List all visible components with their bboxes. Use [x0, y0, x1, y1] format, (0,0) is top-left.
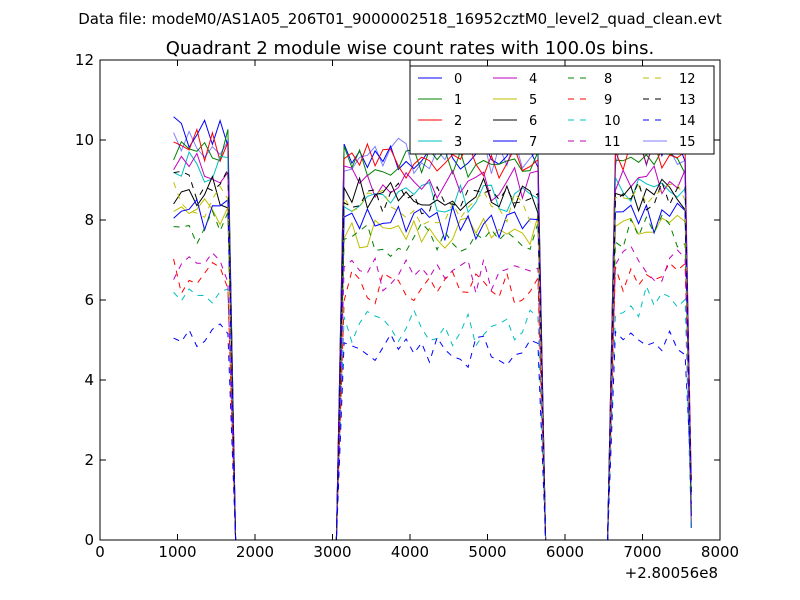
legend-label-6: 6	[529, 114, 537, 129]
series-line-4	[173, 152, 692, 541]
legend-label-0: 0	[454, 72, 462, 87]
plot-lines	[173, 116, 692, 541]
x-tick-label: 5000	[468, 543, 506, 561]
x-tick-label: 7000	[623, 543, 661, 561]
legend-label-2: 2	[454, 114, 462, 129]
x-tick-label: 2000	[236, 543, 274, 561]
legend-label-15: 15	[679, 135, 696, 150]
legend-label-8: 8	[604, 72, 612, 87]
legend-label-4: 4	[529, 72, 537, 87]
legend-label-14: 14	[679, 114, 696, 129]
series-line-9	[173, 258, 692, 541]
legend-frame	[409, 65, 715, 155]
x-tick-label: 0	[95, 543, 105, 561]
x-tick-label: 1000	[158, 543, 196, 561]
x-tick-label: 4000	[391, 543, 429, 561]
chart-suptitle: Data file: modeM0/AS1A05_206T01_90000025…	[78, 10, 722, 29]
axis-ticks: 0 1000 2000 3000 4000 5000 6000 7000 80000246810…	[75, 51, 739, 561]
x-tick-label: 8000	[701, 543, 739, 561]
chart-title: Quadrant 2 module wise count rates with …	[166, 38, 655, 59]
y-tick-label: 2	[84, 451, 94, 469]
y-tick-label: 8	[84, 211, 94, 229]
y-tick-label: 12	[75, 51, 94, 69]
y-tick-label: 6	[84, 291, 94, 309]
series-line-3	[173, 150, 692, 541]
series-line-12	[173, 182, 692, 541]
legend-label-13: 13	[679, 93, 696, 108]
series-line-13	[173, 169, 692, 541]
y-tick-label: 0	[84, 531, 94, 549]
legend-label-1: 1	[454, 93, 462, 108]
y-tick-label: 4	[84, 371, 94, 389]
legend-label-9: 9	[604, 93, 612, 108]
series-line-8	[173, 209, 692, 541]
legend-label-11: 11	[604, 135, 621, 150]
x-tick-label: 3000	[313, 543, 351, 561]
x-tick-label: 6000	[546, 543, 584, 561]
legend-label-12: 12	[679, 72, 696, 87]
legend-label-10: 10	[604, 114, 621, 129]
y-tick-label: 10	[75, 131, 94, 149]
legend-label-7: 7	[529, 135, 537, 150]
legend-label-5: 5	[529, 93, 537, 108]
legend-label-3: 3	[454, 135, 462, 150]
x-offset-label: +2.80056e8	[625, 564, 718, 582]
